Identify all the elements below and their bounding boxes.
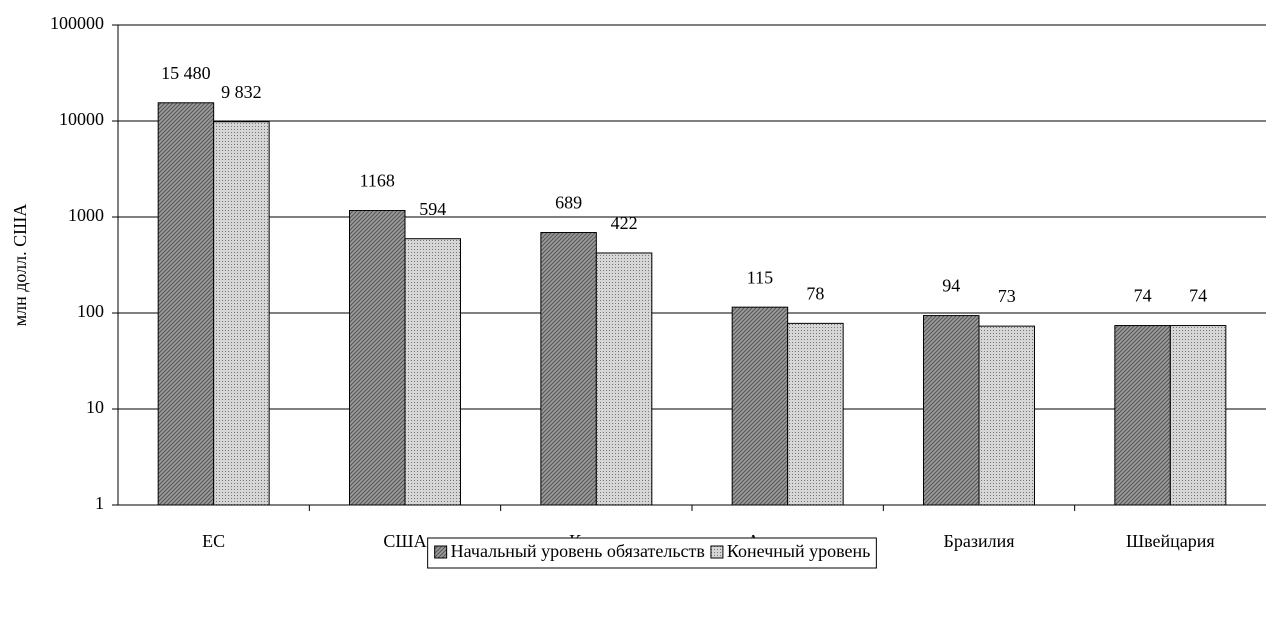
value-label: 689 — [555, 193, 582, 213]
legend-box — [427, 537, 877, 569]
value-label: 594 — [419, 199, 446, 219]
value-label: 422 — [611, 213, 638, 233]
x-tick-label: США — [383, 531, 426, 551]
bar — [787, 322, 844, 506]
bar — [157, 102, 215, 506]
value-label: 74 — [1189, 286, 1207, 306]
value-label: 115 — [747, 267, 773, 287]
bar — [213, 121, 270, 506]
legend-label: Начальный уровень обязательств — [451, 541, 705, 561]
y-axis-label: млн долл. США — [10, 204, 30, 327]
y-tick-label: 1 — [95, 493, 104, 513]
bar — [978, 325, 1035, 506]
y-tick-label: 100000 — [50, 13, 104, 33]
y-tick-label: 10 — [86, 397, 104, 417]
value-label: 94 — [942, 276, 960, 296]
bar — [1114, 325, 1171, 506]
value-label: 78 — [806, 283, 824, 303]
value-label: 15 480 — [161, 63, 211, 83]
bar — [540, 232, 597, 506]
x-tick-label: Швейцария — [1126, 531, 1215, 551]
value-label: 9 832 — [221, 82, 262, 102]
x-tick-label: Бразилия — [944, 531, 1015, 551]
y-tick-label: 10000 — [59, 109, 104, 129]
x-tick-label: ЕС — [202, 531, 225, 551]
bar — [404, 238, 461, 506]
value-label: 74 — [1134, 286, 1152, 306]
legend-swatch — [710, 545, 724, 559]
value-label: 73 — [998, 286, 1016, 306]
value-label: 1168 — [360, 171, 395, 191]
bar — [1169, 325, 1227, 506]
legend: Начальный уровень обязательств Конечный у… — [427, 537, 877, 569]
legend-swatch — [434, 545, 448, 559]
bar — [349, 210, 406, 506]
y-tick-label: 100 — [77, 301, 104, 321]
bar — [731, 306, 789, 506]
legend-label: Конечный уровень — [727, 541, 870, 561]
y-tick-label: 1000 — [68, 205, 104, 225]
bar — [923, 315, 980, 506]
bar — [595, 252, 653, 506]
